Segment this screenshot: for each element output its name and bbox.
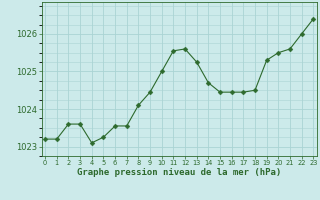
X-axis label: Graphe pression niveau de la mer (hPa): Graphe pression niveau de la mer (hPa)	[77, 168, 281, 177]
